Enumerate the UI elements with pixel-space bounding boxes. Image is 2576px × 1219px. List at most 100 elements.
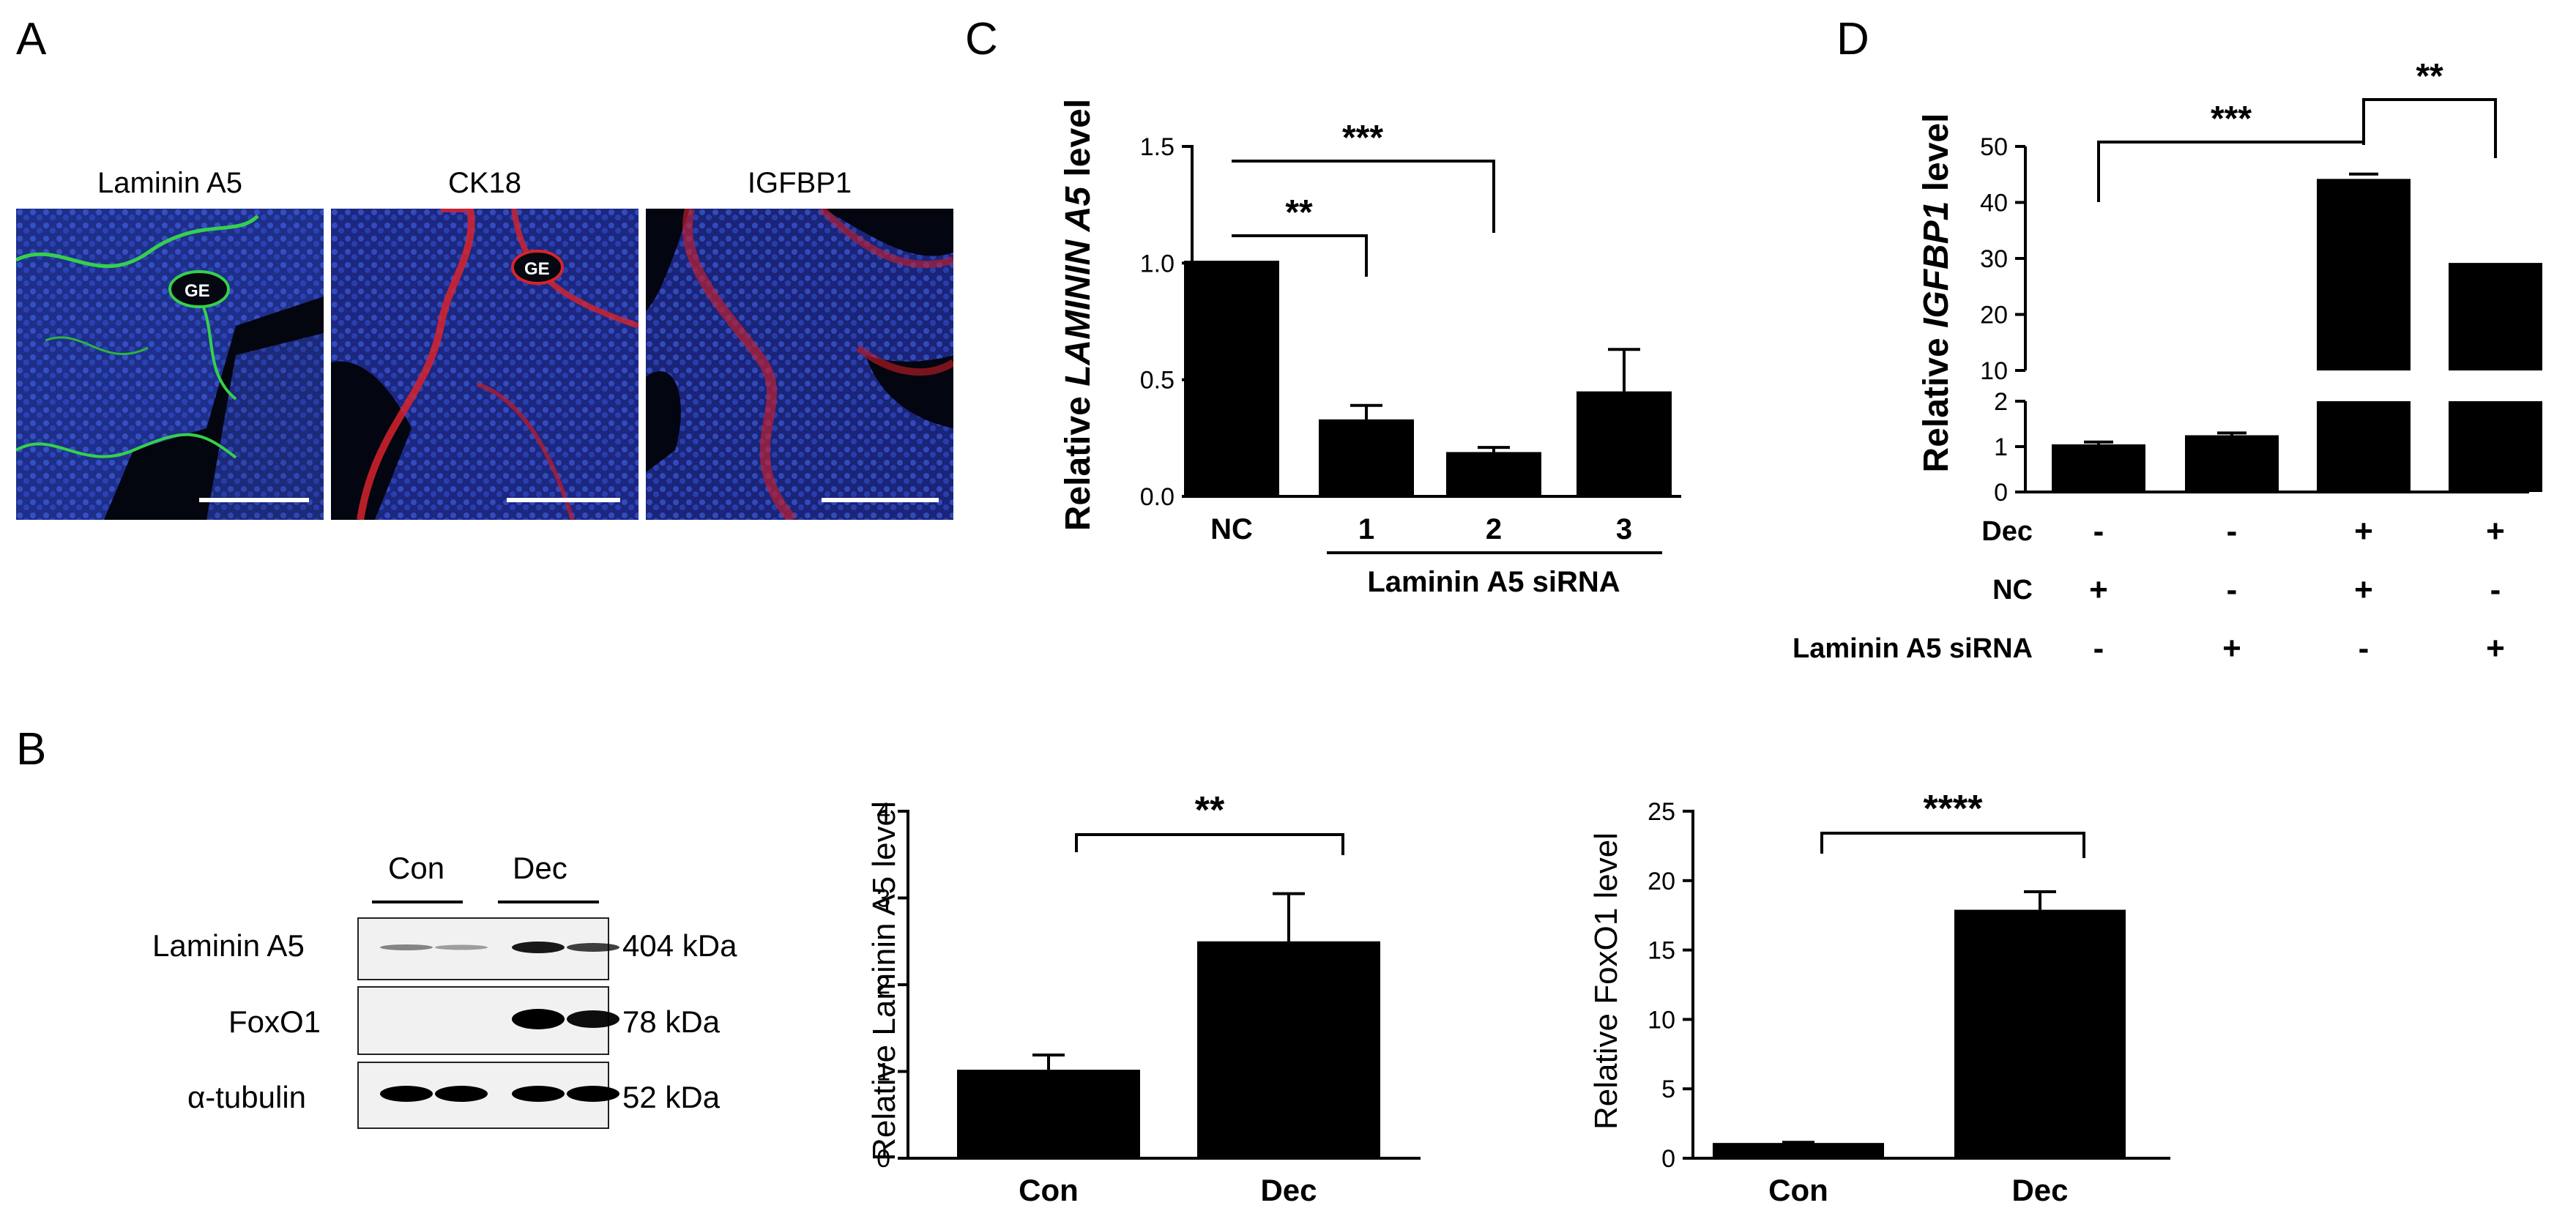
ytick-label-lower-D-0: 0 — [1994, 479, 2008, 507]
bar-C-1 — [1319, 419, 1414, 496]
sig-label-B-foxo1: **** — [1924, 788, 1984, 830]
ytick-label-upper-D-3: 40 — [1980, 190, 2008, 217]
sig-label-C-0: ** — [1285, 193, 1313, 232]
condition-label-D-0: Dec — [1981, 516, 2033, 547]
condition-label-D-2: Laminin A5 siRNA — [1793, 633, 2033, 664]
ytick-label-B-foxo1-3: 15 — [1648, 937, 1675, 965]
ylabel-C: Relative LAMININ A5 level — [1059, 99, 1098, 531]
ytick-label-B-laminin-4: 4 — [876, 798, 890, 826]
micrograph-igfbp1 — [646, 209, 953, 520]
ytick-label-B-laminin-0: 0 — [876, 1145, 890, 1173]
sig-label-B-laminin: ** — [1195, 789, 1225, 832]
condition-mark-D-0-0: - — [2093, 513, 2104, 549]
ytick-label-lower-D-2: 2 — [1994, 388, 2008, 416]
bar-upper-D-2 — [2317, 179, 2411, 370]
ytick-label-lower-D-1: 1 — [1994, 433, 2008, 461]
xtick-label-B-foxo1-0: Con — [1768, 1173, 1828, 1207]
xtick-label-B-laminin-1: Dec — [1260, 1173, 1317, 1207]
sig-label-D-1: ** — [2416, 57, 2443, 96]
bar-lower-D-3 — [2449, 401, 2542, 492]
blot-band-r0-l0 — [380, 944, 433, 950]
blot-size-foxo1: 78 kDa — [622, 1004, 721, 1039]
bar-B-foxo1-1 — [1954, 909, 2126, 1158]
blot-band-r0-l3 — [567, 943, 619, 952]
micrograph-title-ck18: CK18 — [447, 167, 522, 199]
condition-mark-D-1-2: + — [2354, 572, 2373, 608]
siRNA-group-label-C: Laminin A5 siRNA — [1367, 566, 1620, 598]
bracket-D-0 — [2097, 141, 2365, 202]
blot-band-r1-l2 — [512, 1009, 565, 1029]
ytick-label-B-foxo1-5: 25 — [1648, 798, 1675, 826]
ytick-label-upper-D-1: 20 — [1980, 302, 2008, 329]
panel-label-a: A — [16, 14, 47, 64]
micrograph-ck18: GE — [331, 209, 639, 520]
ytick-label-B-laminin-3: 3 — [876, 885, 890, 913]
ytick-label-B-foxo1-0: 0 — [1661, 1145, 1675, 1173]
ytick-label-upper-D-0: 10 — [1980, 357, 2008, 385]
bar-lower-D-2 — [2317, 401, 2411, 492]
ytick-label-C-2: 1.0 — [1140, 250, 1175, 277]
bar-B-laminin-1 — [1197, 941, 1380, 1158]
bar-D-0 — [2052, 444, 2145, 492]
micrograph-title-laminin: Laminin A5 — [97, 167, 242, 199]
blot-size-laminin: 404 kDa — [622, 928, 737, 963]
ytick-label-B-laminin-1: 1 — [876, 1059, 890, 1086]
condition-mark-D-1-1: - — [2227, 572, 2238, 608]
blot-band-r1-l3 — [567, 1010, 619, 1028]
ytick-label-upper-D-2: 30 — [1980, 245, 2008, 273]
condition-mark-D-2-2: - — [2359, 630, 2370, 666]
xtick-label-B-laminin-0: Con — [1019, 1173, 1079, 1207]
ytick-label-B-foxo1-4: 20 — [1648, 868, 1675, 895]
condition-mark-D-1-3: - — [2490, 572, 2501, 608]
blot-band-r2-l2 — [512, 1086, 565, 1102]
bracket-D-1 — [2362, 98, 2497, 158]
xtick-label-C-3: 3 — [1616, 513, 1632, 545]
bar-upper-D-3 — [2449, 263, 2542, 370]
blot-group-con: Con — [388, 851, 445, 885]
condition-mark-D-0-3: + — [2486, 513, 2505, 549]
condition-mark-D-2-1: + — [2222, 630, 2241, 666]
sig-label-D-0: *** — [2211, 100, 2252, 138]
ytick-label-B-foxo1-2: 10 — [1648, 1006, 1675, 1034]
blot-band-r2-l3 — [567, 1086, 619, 1102]
ge-annotation-ck18: GE — [524, 259, 550, 279]
bar-B-laminin-0 — [957, 1070, 1140, 1158]
blot-band-r2-l0 — [380, 1086, 433, 1102]
condition-mark-D-0-2: + — [2354, 513, 2373, 549]
ylabel-D: Relative IGFBP1 level — [1917, 113, 1956, 473]
ge-annotation-laminin: GE — [185, 281, 210, 301]
ytick-label-C-0: 0.0 — [1140, 483, 1175, 511]
micrograph-laminin: GE — [16, 209, 324, 520]
xtick-label-C-2: 2 — [1486, 513, 1502, 545]
sig-label-C-1: *** — [1342, 119, 1383, 157]
blot-size-tubulin: 52 kDa — [622, 1080, 721, 1114]
ylabel-B-laminin: Relative Laminin A5 level — [866, 801, 902, 1161]
blot-protein-foxo1: FoxO1 — [228, 1004, 321, 1039]
panel-label-b: B — [16, 724, 47, 775]
bar-C-3 — [1577, 391, 1672, 496]
condition-mark-D-2-0: - — [2093, 630, 2104, 666]
micrograph-title-igfbp1: IGFBP1 — [747, 167, 852, 199]
ytick-label-C-1: 0.5 — [1140, 367, 1175, 395]
bar-C-0 — [1184, 261, 1279, 496]
bar-C-2 — [1446, 452, 1541, 496]
bracket-B-foxo1 — [1820, 832, 2085, 858]
blot-band-r0-l1 — [435, 944, 488, 950]
ytick-label-B-foxo1-1: 5 — [1661, 1076, 1675, 1103]
condition-mark-D-1-0: + — [2089, 572, 2108, 608]
blot-protein-laminin: Laminin A5 — [152, 928, 305, 963]
bracket-C-1 — [1232, 160, 1495, 233]
ytick-label-C-3: 1.5 — [1140, 133, 1175, 161]
blot-band-r0-l2 — [512, 942, 565, 953]
xtick-label-C-1: 1 — [1358, 513, 1374, 545]
panel-label-d: D — [1836, 14, 1869, 64]
xtick-label-B-foxo1-1: Dec — [2011, 1173, 2068, 1207]
blot-protein-tubulin: α-tubulin — [187, 1080, 307, 1114]
ytick-label-upper-D-4: 50 — [1980, 133, 2008, 161]
blot-strip-laminin — [357, 917, 609, 980]
ytick-label-B-laminin-2: 2 — [876, 972, 890, 999]
bar-B-foxo1-0 — [1713, 1143, 1884, 1158]
condition-mark-D-0-1: - — [2227, 513, 2238, 549]
condition-mark-D-2-3: + — [2486, 630, 2505, 666]
